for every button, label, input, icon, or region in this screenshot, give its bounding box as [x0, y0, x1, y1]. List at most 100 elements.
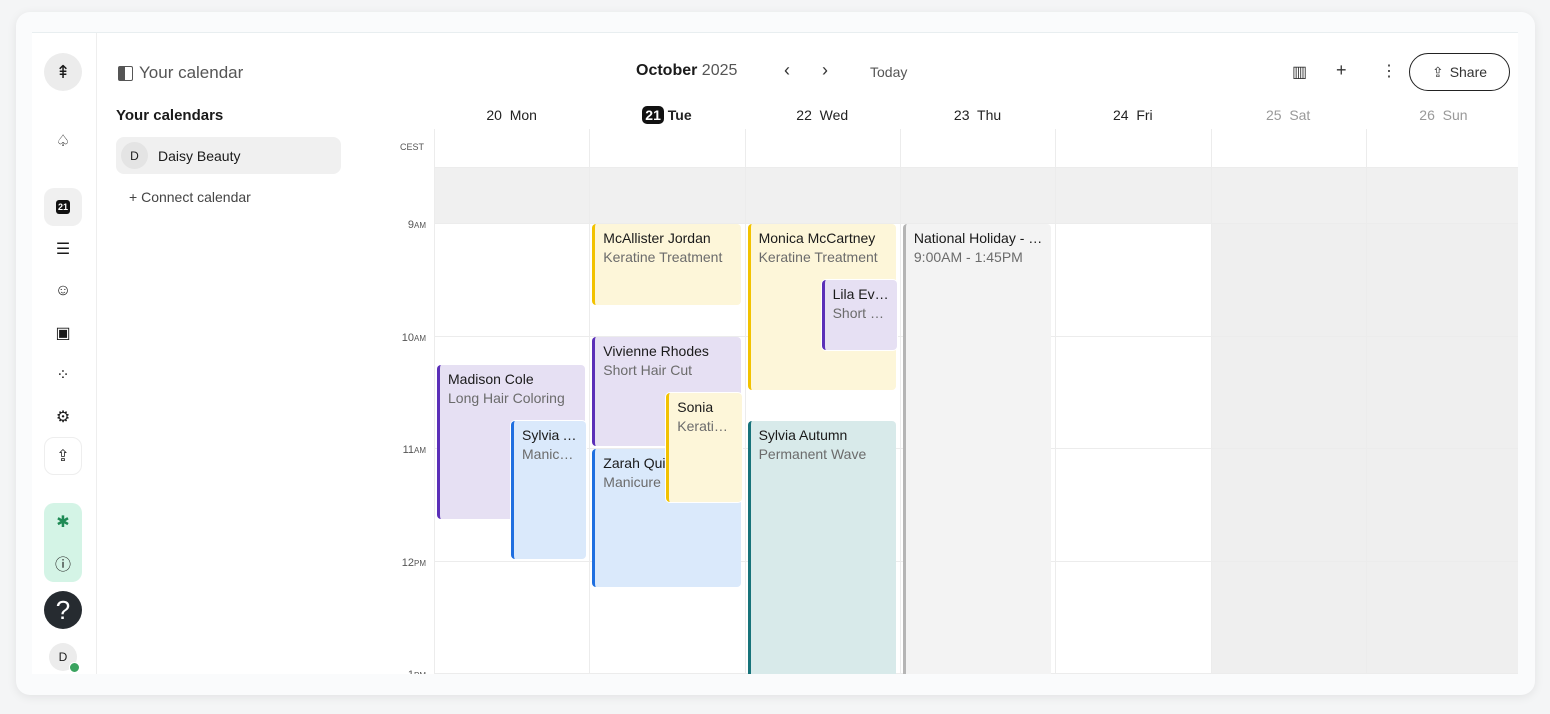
event-title: Sylvia Autumn: [758, 426, 848, 443]
day-column[interactable]: [589, 129, 591, 674]
event-subtitle: Keratine Treatment: [758, 249, 878, 265]
day-header[interactable]: 22 Wed: [745, 107, 900, 123]
off-hours-band: [434, 167, 1518, 223]
connect-calendar-button[interactable]: + Connect calendar: [129, 189, 251, 205]
info-icon[interactable]: ⓘ: [54, 557, 71, 574]
event-card[interactable]: Sylvia Autumn Manicure: [511, 420, 587, 559]
upload-icon[interactable]: ⇪: [44, 437, 82, 475]
event-title: Madison Cole: [448, 370, 534, 387]
avatar[interactable]: D: [49, 643, 80, 673]
help-icon[interactable]: ?: [44, 591, 82, 629]
cash-icon[interactable]: ▣: [55, 325, 71, 342]
day-number: 24: [1112, 107, 1129, 123]
timezone-label: CEST: [400, 142, 425, 152]
hour-label: 1PM: [360, 669, 426, 674]
day-column[interactable]: [899, 129, 901, 674]
day-number: 22: [796, 107, 812, 123]
month-title: October 2025: [636, 62, 737, 80]
logo-tree-icon[interactable]: ⇞: [44, 53, 82, 91]
today-button[interactable]: Today: [870, 64, 908, 80]
day-header[interactable]: 20 Mon: [434, 107, 589, 123]
event-subtitle: 9:00AM - 1:45PM: [913, 249, 1023, 265]
day-name: Mon: [509, 107, 537, 123]
event-card[interactable]: National Holiday - Day 9:00AM - 1:45PM: [902, 224, 1052, 674]
day-column[interactable]: [1210, 129, 1212, 674]
event-card[interactable]: Sonia Keratine Treatment: [666, 392, 742, 503]
day-name: Wed: [819, 107, 849, 123]
plus-icon: +: [129, 189, 142, 205]
avatar-initial: D: [58, 650, 68, 664]
smiley-icon[interactable]: ☺: [54, 282, 72, 299]
pine-icon[interactable]: ✱: [56, 514, 70, 531]
event-title: Lila Evans: [832, 286, 889, 303]
share-button[interactable]: ⇪ Share: [1409, 53, 1510, 91]
sidebar-toggle-icon: [118, 65, 133, 81]
panel-title: Your calendar: [139, 63, 244, 82]
event-card[interactable]: McAllister Jordan Keratine Treatment: [592, 224, 741, 306]
event-subtitle: Short Hair Cut: [832, 305, 889, 322]
day-header[interactable]: 23 Thu: [900, 107, 1055, 123]
hour-label: 12PM: [401, 556, 426, 569]
event-card[interactable]: Sylvia Autumn Permanent Wave: [747, 420, 896, 674]
gridline: [434, 223, 1518, 224]
day-header[interactable]: 26 Sun: [1366, 107, 1518, 123]
share-label: Share: [1449, 64, 1488, 80]
calendar-grid: October 2025 ‹ › Today ▥ + ⋮ ⇪ Share CEST…: [360, 33, 1518, 674]
event-title: Monica McCartney: [758, 230, 876, 246]
day-column[interactable]: [1365, 129, 1367, 674]
status-dot: [69, 662, 80, 673]
event-subtitle: Keratine Treatment: [677, 417, 733, 434]
event-title: McAllister Jordan: [603, 230, 711, 246]
event-title: National Holiday - Day: [913, 230, 1044, 246]
day-name: Fri: [1136, 107, 1153, 123]
apps-add-icon[interactable]: ⁘: [56, 367, 70, 384]
more-menu-icon[interactable]: ⋮: [1381, 63, 1397, 80]
panel-toggle[interactable]: Your calendar: [118, 63, 243, 83]
connect-calendar-label: Connect calendar: [141, 189, 251, 205]
event-card[interactable]: Lila Evans Short Hair Cut: [821, 280, 897, 351]
section-heading: Your calendars: [116, 107, 224, 124]
day-number: 25: [1265, 107, 1282, 123]
day-name: Tue: [667, 107, 692, 123]
calendar-name: Daisy Beauty: [158, 147, 241, 164]
day-column[interactable]: [1055, 129, 1057, 674]
day-header[interactable]: 24 Fri: [1055, 107, 1210, 123]
app-window: ⇞ ♤ 21 ☰ ☺ ▣ ⁘ ⚙ ⇪ ✱ ⓘ ? D Your calendar…: [32, 32, 1518, 674]
gridline: [434, 167, 1518, 168]
day-header[interactable]: 21 Tue: [589, 106, 744, 124]
event-title: Vivienne Rhodes: [603, 342, 709, 359]
hour-label: 11AM: [402, 444, 426, 456]
next-week-button[interactable]: ›: [822, 60, 828, 80]
icon-rail: ⇞ ♤ 21 ☰ ☺ ▣ ⁘ ⚙ ⇪ ✱ ⓘ ? D: [32, 33, 97, 674]
day-name: Sat: [1289, 107, 1311, 123]
event-subtitle: Manicure: [522, 445, 579, 462]
day-header[interactable]: 25 Sat: [1211, 107, 1366, 123]
day-column[interactable]: [434, 129, 435, 674]
today-badge: 21: [55, 200, 70, 214]
tree-icon[interactable]: ♤: [55, 133, 71, 150]
year-label: 2025: [701, 62, 738, 79]
day-number: 21: [642, 106, 664, 124]
calendar-avatar: D: [121, 142, 148, 169]
day-column[interactable]: [744, 129, 746, 674]
event-subtitle: Keratine Treatment: [603, 249, 723, 265]
columns-view-icon[interactable]: ▥: [1292, 64, 1308, 81]
prev-week-button[interactable]: ‹: [784, 60, 790, 80]
event-subtitle: Long Hair Coloring: [448, 389, 565, 406]
share-icon: ⇪: [1431, 63, 1444, 80]
event-title: Sonia: [677, 398, 714, 415]
gear-icon[interactable]: ⚙: [55, 409, 71, 426]
add-event-icon[interactable]: +: [1336, 60, 1347, 80]
day-number: 26: [1419, 107, 1435, 123]
day-number: 20: [486, 107, 502, 123]
list-icon[interactable]: ☰: [55, 241, 71, 258]
hour-label: 10AM: [401, 331, 426, 344]
month-label: October: [636, 62, 698, 79]
calendar-item[interactable]: D Daisy Beauty: [116, 137, 341, 174]
calendar-icon[interactable]: 21: [44, 188, 82, 226]
promo-group: [44, 503, 82, 582]
event-title: Sylvia Autumn: [522, 426, 578, 443]
day-name: Sun: [1442, 107, 1468, 123]
calendar-panel: Your calendar Your calendars D Daisy Bea…: [97, 33, 360, 674]
hour-label: 9AM: [407, 219, 426, 231]
